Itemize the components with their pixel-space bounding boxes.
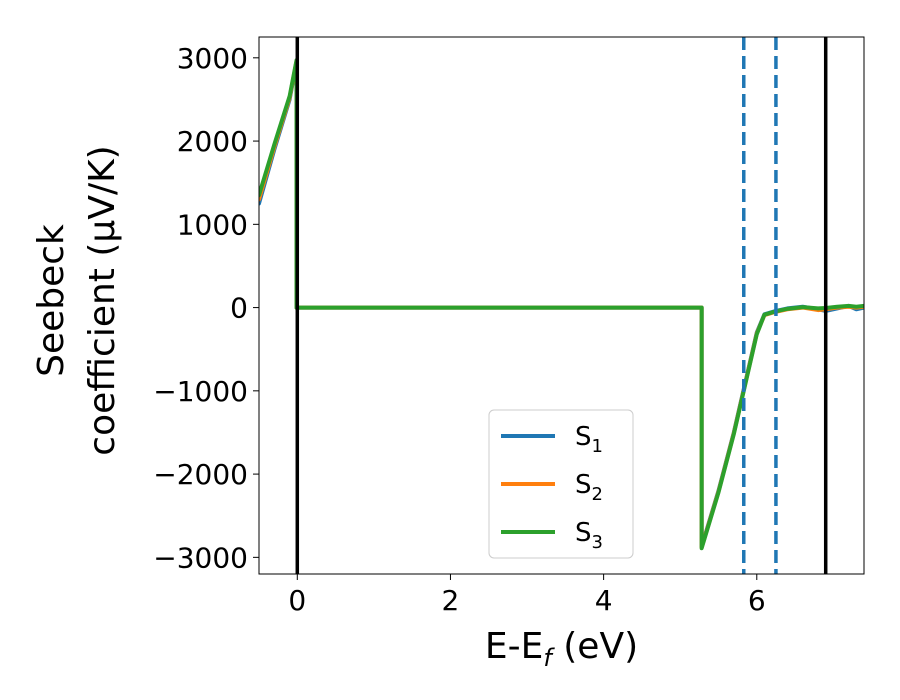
y-tick-label: −1000 — [153, 375, 248, 408]
y-tick-label: 2000 — [177, 125, 248, 158]
y-axis: 3000 2000 1000 0 −1000 −2000 −3000 — [153, 42, 259, 574]
x-axis-label-unit: (eV) — [552, 626, 638, 667]
y-tick-label: −3000 — [153, 541, 248, 574]
plot-frame — [258, 36, 865, 575]
x-axis-label: E-Ef (eV) — [485, 626, 638, 672]
legend: S1 S2 S3 — [488, 409, 634, 559]
y-tick-label: 1000 — [177, 208, 248, 241]
y-tick-label: 0 — [230, 292, 248, 325]
legend-label-s2: S2 — [575, 470, 603, 505]
y-tick-label: 3000 — [177, 42, 248, 75]
x-tick-label: 6 — [748, 584, 766, 617]
x-axis-label-main: E-E — [485, 626, 543, 667]
x-tick-label: 2 — [442, 584, 460, 617]
y-axis-label-line1: Seebeck — [31, 224, 72, 377]
x-tick-label: 0 — [288, 584, 306, 617]
y-axis-label: Seebeck coefficient (μV/K) — [31, 145, 123, 455]
legend-box — [488, 409, 634, 559]
plot-area — [259, 37, 864, 574]
y-axis-label-line2: coefficient (μV/K) — [82, 145, 123, 455]
legend-label-s3: S3 — [575, 518, 603, 553]
x-axis: 0 2 4 6 — [288, 574, 766, 617]
y-tick-label: −2000 — [153, 458, 248, 491]
x-tick-label: 4 — [595, 584, 613, 617]
legend-label-s1: S1 — [575, 422, 603, 457]
